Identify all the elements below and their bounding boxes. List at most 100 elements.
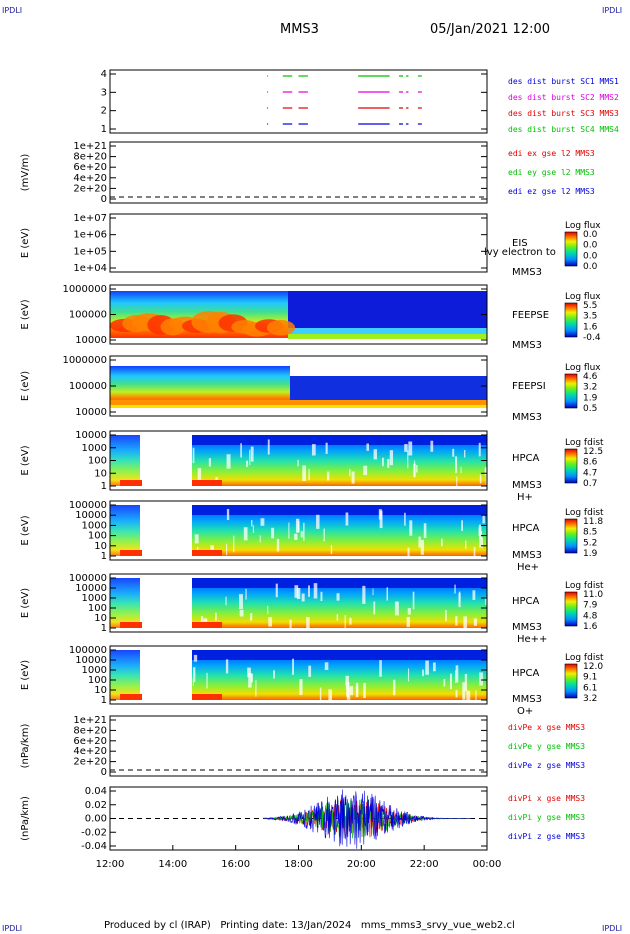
y-axis-label: E (eV): [20, 445, 31, 475]
legend-entry: des dist burst SC2 MMS2: [508, 93, 619, 102]
ytick-label: 1000000: [62, 284, 107, 295]
spectrogram-gap: [362, 585, 366, 604]
colorbar-tick: 0.0: [583, 262, 598, 272]
spectrogram-gap: [464, 449, 466, 458]
spectrogram-gap: [386, 587, 389, 601]
ytick-label: 4e+20: [73, 746, 107, 757]
spectrogram-gap: [449, 673, 452, 690]
legend-entry: edi ey gse l2 MMS3: [508, 168, 595, 177]
legend-entry: divPi z gse MMS3: [508, 832, 585, 841]
spectrogram-fill: [288, 291, 487, 328]
xtick-label: 00:00: [473, 859, 502, 870]
ytick-label: 1e+06: [73, 230, 107, 241]
ytick-label: 8e+20: [73, 152, 107, 163]
spectrogram-gap: [313, 583, 318, 599]
spectrogram-gap: [475, 690, 477, 707]
spectrogram-fill: [192, 505, 487, 515]
ytick-label: 100: [88, 603, 107, 614]
spectrogram-gap: [349, 469, 351, 477]
colorbar-tick: 11.0: [583, 590, 603, 600]
ytick-label: 100000: [69, 381, 107, 392]
spectrogram-gap: [407, 450, 409, 469]
spectrogram-gap: [392, 679, 396, 696]
spectrogram-gap: [412, 591, 415, 610]
overlay-label: lvy electron to: [484, 247, 556, 258]
spectrogram-gap: [336, 614, 339, 621]
spectrogram-gap: [252, 525, 255, 533]
spectrogram-gap: [413, 463, 416, 477]
spectrogram-gap: [325, 442, 328, 454]
spectrogram-gap: [389, 450, 394, 466]
spectrogram-gap: [260, 518, 265, 526]
legend-entry: des dist burst SC4 MMS4: [508, 125, 619, 134]
panel-label: HPCA: [512, 668, 540, 679]
spectrogram-gap: [226, 454, 231, 469]
colorbar: [564, 518, 578, 554]
spectrogram-gap: [243, 527, 248, 541]
spectrogram-gap: [288, 522, 290, 539]
panel-frame: [109, 213, 488, 273]
spectrogram-gap: [215, 612, 217, 621]
spectrogram-gap: [208, 458, 212, 467]
panel-label: He++: [517, 634, 547, 645]
ytick-label: 1e+07: [73, 213, 107, 224]
panel-frame: [109, 69, 488, 134]
spectrogram-gap: [482, 515, 485, 524]
colorbar-tick: -0.4: [583, 333, 601, 343]
spectrogram-gap: [194, 534, 199, 544]
panel-frame: [109, 573, 488, 633]
colorbar-tick: 5.2: [583, 538, 597, 548]
spectrogram-gap: [308, 469, 310, 481]
colorbar-title: Log flux: [565, 221, 601, 231]
y-axis-label: (mV/m): [20, 154, 31, 192]
spectrogram-gap: [351, 471, 355, 484]
spectrogram-gap: [271, 527, 275, 539]
colorbar-tick: 0.0: [583, 241, 598, 251]
spectrogram-gap: [406, 616, 410, 628]
colorbar-tick: 7.9: [583, 601, 598, 611]
ytick-label: 1: [101, 481, 107, 492]
panel-divpi: 0.04 0.02 0.00 -0.02 -0.04 (nPa/km) divPi x gs…: [20, 786, 585, 852]
colorbar-tick: 4.6: [583, 372, 598, 382]
panel-label: O+: [517, 706, 533, 717]
colorbar: [564, 591, 578, 627]
spectrogram-gap: [206, 672, 208, 689]
spectrogram-gap: [295, 518, 300, 533]
spectrogram-gap: [306, 617, 310, 634]
legend-entry: divPi y gse MMS3: [508, 813, 585, 822]
panel-label: MMS3: [512, 550, 542, 561]
spectrogram-gap: [381, 457, 384, 467]
spectrogram-gap: [409, 520, 413, 536]
spectrogram-gap: [378, 509, 382, 520]
spectrogram-gap: [302, 465, 307, 481]
spectrogram-gap: [225, 659, 229, 674]
spectrogram-gap: [408, 441, 413, 456]
ytick-label: 100000: [69, 573, 107, 584]
spectrogram-gap: [316, 514, 320, 529]
spectrogram-gap: [466, 690, 471, 702]
ytick-label: 2: [101, 106, 107, 117]
y-axis-label: E (eV): [20, 588, 31, 618]
spectrogram-gap: [463, 616, 467, 629]
y-axis-label: (nPa/km): [20, 796, 31, 841]
spectrogram-gap: [418, 536, 421, 548]
spectrogram-gap: [423, 523, 427, 539]
ytick-label: 1: [101, 695, 107, 706]
panel-label: MMS3: [512, 340, 542, 351]
colorbar-tick: 1.9: [583, 393, 598, 403]
y-axis-label: E (eV): [20, 299, 31, 329]
spectrogram-gap: [192, 447, 195, 464]
spectrogram-gap: [233, 535, 235, 553]
corner-label-bl: IPDLI: [2, 924, 23, 933]
ytick-label: 0.02: [85, 800, 107, 811]
spectrogram-gap: [430, 440, 434, 452]
ytick-label: 1e+04: [73, 263, 107, 274]
spectrogram-gap: [346, 687, 351, 700]
spectrogram-gap: [240, 443, 242, 458]
ytick-label: 10000: [75, 430, 107, 441]
ytick-label: 1000: [82, 520, 107, 531]
colorbar-tick: 3.2: [583, 694, 597, 704]
spectrogram-gap: [407, 668, 410, 682]
colorbar-tick: 1.6: [583, 622, 598, 632]
